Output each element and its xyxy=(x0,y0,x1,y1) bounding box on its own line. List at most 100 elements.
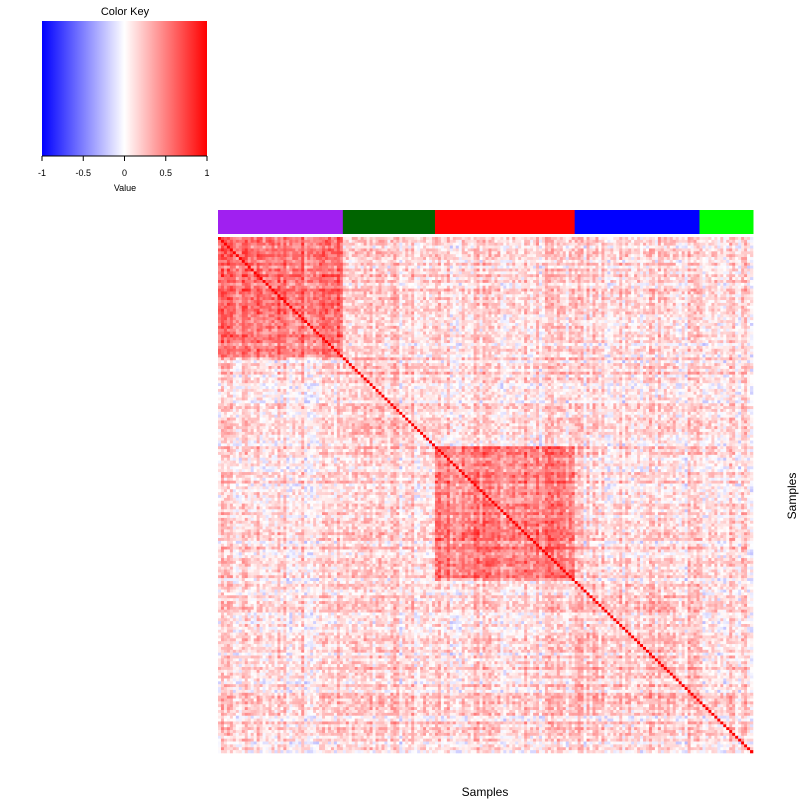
heatmap-cell xyxy=(584,248,587,251)
heatmap-cell xyxy=(361,274,364,277)
heatmap-cell xyxy=(358,269,361,272)
heatmap-cell xyxy=(429,289,432,292)
heatmap-cell xyxy=(376,246,379,249)
heatmap-cell xyxy=(453,243,456,246)
heatmap-cell xyxy=(239,246,242,249)
heatmap-cell xyxy=(301,263,304,266)
heatmap-cell xyxy=(337,274,340,277)
heatmap-cell xyxy=(503,277,506,280)
heatmap-cell xyxy=(578,246,581,249)
heatmap-cell xyxy=(506,274,509,277)
heatmap-cell xyxy=(260,271,263,274)
heatmap-cell xyxy=(711,263,714,266)
heatmap-cell xyxy=(694,283,697,286)
heatmap-cell xyxy=(298,283,301,286)
heatmap-cell xyxy=(239,266,242,269)
heatmap-cell xyxy=(420,280,423,283)
heatmap-cell xyxy=(289,266,292,269)
heatmap-cell xyxy=(688,254,691,257)
heatmap-cell xyxy=(747,260,750,263)
heatmap-cell xyxy=(720,263,723,266)
heatmap-cell xyxy=(506,269,509,272)
heatmap-cell xyxy=(468,257,471,260)
heatmap-cell xyxy=(260,266,263,269)
heatmap-cell xyxy=(272,251,275,254)
heatmap-cell xyxy=(563,257,566,260)
heatmap-cell xyxy=(729,237,732,240)
heatmap-cell xyxy=(399,263,402,266)
heatmap-cell xyxy=(402,257,405,260)
heatmap-cell xyxy=(230,266,233,269)
heatmap-cell xyxy=(619,266,622,269)
heatmap-cell xyxy=(381,260,384,263)
heatmap-cell xyxy=(488,257,491,260)
heatmap-cell xyxy=(631,280,634,283)
heatmap-cell xyxy=(581,274,584,277)
heatmap-cell xyxy=(497,260,500,263)
heatmap-cell xyxy=(587,237,590,240)
heatmap-cell xyxy=(337,283,340,286)
heatmap-cell xyxy=(387,237,390,240)
heatmap-cell xyxy=(661,254,664,257)
heatmap-cell xyxy=(711,271,714,274)
heatmap-cell xyxy=(676,248,679,251)
heatmap-cell xyxy=(331,240,334,243)
heatmap-cell xyxy=(328,271,331,274)
heatmap-cell xyxy=(717,260,720,263)
heatmap-cell xyxy=(283,248,286,251)
heatmap-cell xyxy=(438,243,441,246)
heatmap-cell xyxy=(732,260,735,263)
heatmap-cell xyxy=(688,237,691,240)
heatmap-cell xyxy=(269,269,272,272)
heatmap-cell xyxy=(578,251,581,254)
heatmap-cell xyxy=(628,289,631,292)
heatmap-cell xyxy=(622,240,625,243)
heatmap-cell xyxy=(497,271,500,274)
heatmap-cell xyxy=(379,266,382,269)
heatmap-cell xyxy=(720,283,723,286)
heatmap-cell xyxy=(711,286,714,289)
heatmap-cell xyxy=(578,257,581,260)
heatmap-cell xyxy=(462,283,465,286)
heatmap-cell xyxy=(682,269,685,272)
heatmap-cell xyxy=(313,277,316,280)
heatmap-cell xyxy=(245,246,248,249)
heatmap-cell xyxy=(227,291,230,294)
heatmap-cell xyxy=(453,277,456,280)
heatmap-cell xyxy=(530,269,533,272)
heatmap-cell xyxy=(405,243,408,246)
heatmap-cell xyxy=(578,243,581,246)
heatmap-cell xyxy=(658,254,661,257)
heatmap-cell xyxy=(616,263,619,266)
heatmap-cell xyxy=(462,280,465,283)
heatmap-cell xyxy=(705,263,708,266)
heatmap-cell xyxy=(322,286,325,289)
heatmap-cell xyxy=(376,283,379,286)
heatmap-cell xyxy=(334,251,337,254)
heatmap-cell xyxy=(423,246,426,249)
heatmap-cell xyxy=(248,274,251,277)
heatmap-cell xyxy=(233,243,236,246)
heatmap-cell xyxy=(280,286,283,289)
heatmap-cell xyxy=(735,254,738,257)
heatmap-cell xyxy=(557,260,560,263)
heatmap-cell xyxy=(304,269,307,272)
heatmap-cell xyxy=(652,237,655,240)
heatmap-cell xyxy=(661,283,664,286)
heatmap-cell xyxy=(325,271,328,274)
heatmap-cell xyxy=(468,269,471,272)
heatmap-cell xyxy=(572,280,575,283)
heatmap-cell xyxy=(563,251,566,254)
heatmap-cell xyxy=(304,246,307,249)
heatmap-cell xyxy=(417,283,420,286)
heatmap-cell xyxy=(676,269,679,272)
heatmap-cell xyxy=(468,271,471,274)
heatmap-cell xyxy=(566,243,569,246)
heatmap-cell xyxy=(429,237,432,240)
heatmap-cell xyxy=(322,237,325,240)
heatmap-cell xyxy=(622,257,625,260)
heatmap-cell xyxy=(486,271,489,274)
heatmap-cell xyxy=(465,266,468,269)
heatmap-cell xyxy=(685,266,688,269)
heatmap-cell xyxy=(679,254,682,257)
